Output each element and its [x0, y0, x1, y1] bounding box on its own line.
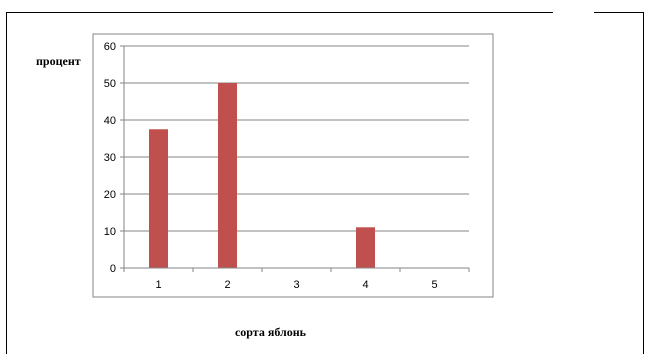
x-tick-label: 5	[431, 279, 437, 291]
frame-right-border	[643, 12, 644, 354]
bar	[356, 227, 375, 268]
y-tick-label: 50	[104, 78, 116, 90]
y-axis-label: процент	[36, 54, 81, 68]
bars	[149, 83, 375, 268]
bar	[218, 83, 237, 268]
y-tick-label: 20	[104, 189, 116, 201]
y-tick-labels: 0 10 20 30 40 50 60	[104, 41, 124, 275]
bar	[149, 129, 168, 268]
x-tick-label: 1	[155, 279, 161, 291]
gridlines	[124, 45, 469, 232]
x-tick-label: 3	[293, 279, 299, 291]
y-tick-label: 0	[110, 263, 116, 275]
x-tick-label: 4	[362, 279, 368, 291]
y-tick-label: 60	[104, 41, 116, 53]
y-tick-label: 30	[104, 152, 116, 164]
x-tick-labels: 1 2 3 4 5	[123, 268, 470, 291]
frame-top-border-left	[6, 12, 553, 13]
y-tick-label: 10	[104, 226, 116, 238]
frame-left-border	[6, 12, 7, 354]
y-tick-label: 40	[104, 115, 116, 127]
x-axis-label: сорта яблонь	[234, 325, 307, 339]
frame-top-border-right	[594, 12, 643, 13]
x-tick-label: 2	[224, 279, 230, 291]
